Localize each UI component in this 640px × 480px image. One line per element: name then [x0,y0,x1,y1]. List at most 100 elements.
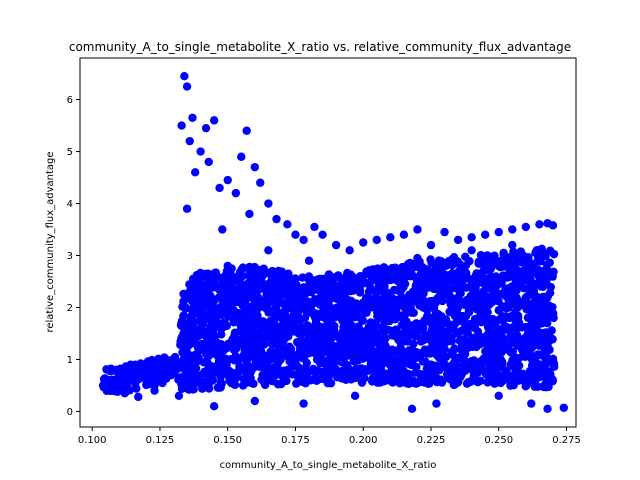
data-point [200,367,209,377]
data-point [452,309,462,318]
data-point [177,363,187,372]
data-point [158,370,167,380]
data-point [188,113,197,122]
data-point [195,293,204,302]
data-point [521,222,531,232]
data-point [510,261,519,270]
data-point [488,314,497,324]
data-point [483,371,493,380]
data-point [323,280,332,290]
data-point [455,362,464,371]
x-tick-label: 0.175 [281,435,310,446]
data-point [189,370,198,379]
data-point [371,336,381,345]
data-point [480,300,490,309]
data-point [461,283,471,292]
data-point [467,246,476,255]
data-point [267,369,276,378]
x-tick-label: 0.100 [78,435,107,446]
data-point [399,230,409,239]
data-point [467,233,476,242]
data-point [520,298,529,307]
data-point [202,356,212,365]
data-point [259,270,268,280]
x-axis-label: community_A_to_single_metabolite_X_ratio [220,460,437,471]
data-point [179,311,188,320]
data-point [292,296,301,305]
data-point [240,340,249,349]
data-point [359,238,368,247]
data-point [235,297,245,307]
data-point [427,327,436,336]
data-point [549,249,559,259]
data-point [304,366,313,375]
data-point [134,392,143,402]
data-point [536,257,545,266]
data-point [269,326,278,336]
data-point [209,305,218,315]
data-point [407,404,417,414]
data-point [251,283,260,292]
data-point [508,270,517,280]
data-point [304,343,314,353]
data-point [460,349,470,359]
data-point [489,277,499,286]
data-point [245,272,254,281]
data-point [469,294,478,303]
data-point [405,258,415,268]
data-point [497,278,506,288]
data-point [318,230,327,239]
data-point [310,374,320,384]
data-point [273,295,283,304]
data-point [360,365,370,374]
data-point [339,307,348,317]
data-point [210,322,219,331]
data-point [280,300,290,310]
data-point [198,381,207,391]
data-point [179,322,189,331]
data-point [379,342,388,351]
data-point [192,357,202,366]
data-point [250,320,260,329]
data-point [329,347,338,357]
data-point [416,369,425,379]
x-axis: 0.100 0.125 0.150 0.175 0.200 0.225 0.250 0.275 [78,427,581,446]
data-point [313,275,323,284]
data-point [432,373,441,383]
data-point [425,367,434,376]
data-point [508,356,517,365]
data-point [379,280,389,289]
data-point [497,347,506,357]
data-point [279,336,288,345]
data-point [420,345,430,354]
data-point [379,265,388,274]
data-point [543,404,552,414]
data-point [309,323,318,332]
data-point [237,308,247,318]
data-point [479,276,489,286]
axes-frame [79,57,577,428]
data-point [379,328,388,337]
data-point [266,335,276,344]
data-point [372,286,382,295]
data-point [547,355,556,364]
data-point [397,265,406,274]
data-point [514,323,524,332]
data-point [313,366,323,376]
x-tick-label: 0.225 [417,435,446,446]
data-point [443,332,453,341]
data-point [447,347,457,356]
data-point [404,270,414,279]
data-point [354,322,363,331]
data-point [250,162,260,172]
data-point [367,364,377,373]
data-point [354,346,364,355]
data-point [300,324,309,333]
data-point [246,378,256,388]
data-point [359,272,368,281]
data-point [376,299,386,308]
data-point [228,335,237,344]
data-point [404,346,414,355]
data-point [416,351,425,360]
data-point [242,371,251,380]
